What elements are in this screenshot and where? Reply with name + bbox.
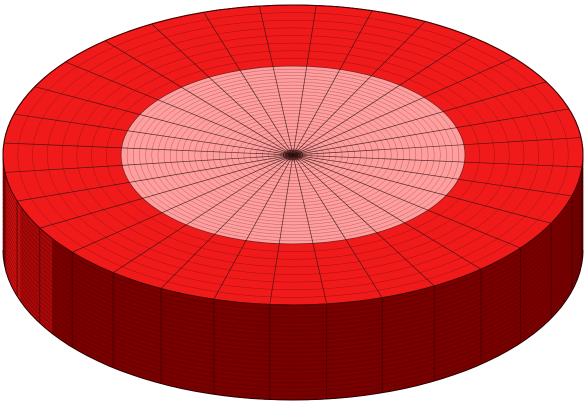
inner-region-ring	[133, 72, 453, 238]
radial-spoke-line	[292, 21, 426, 156]
radial-spoke-line	[292, 137, 582, 156]
radial-spoke-line	[292, 154, 383, 298]
radial-spoke-line	[151, 23, 294, 156]
outer-ring-subdivision	[76, 42, 510, 268]
inner-region-ring	[243, 129, 343, 181]
inner-region-ring	[139, 75, 447, 235]
inner-region-ring	[274, 145, 312, 165]
center-hub	[2, 4, 584, 306]
radial-spoke-line	[292, 81, 547, 156]
radial-spoke-line	[65, 61, 294, 156]
radial-spoke-line	[292, 154, 328, 305]
radial-spoke-line	[13, 113, 294, 156]
side-layer-line	[2, 211, 584, 362]
inner-region-ring	[206, 110, 380, 200]
outer-ring-subdivision	[17, 12, 569, 298]
inner-region-ring	[163, 88, 423, 222]
radial-spoke-line	[292, 57, 514, 156]
inner-region-ring	[268, 142, 318, 168]
hub-ring	[286, 151, 300, 159]
side-layer-line	[2, 245, 584, 396]
outer-ring-subdivision	[32, 20, 554, 290]
radial-spoke-line	[292, 37, 474, 156]
radial-spoke-line	[17, 154, 294, 202]
radial-spoke-line	[292, 154, 573, 197]
radial-spoke-line	[292, 154, 435, 287]
radial-mesh-lines	[3, 5, 583, 305]
top-outer-edge	[2, 4, 584, 306]
side-layer-line	[2, 215, 584, 366]
radial-spoke-line	[203, 12, 294, 156]
inner-region-ring	[182, 97, 404, 213]
hub-ring	[287, 152, 299, 158]
outer-ring-subdivision	[47, 27, 539, 283]
radial-spoke-line	[292, 108, 569, 156]
side-layer-line	[2, 236, 584, 388]
side-layer-line	[2, 206, 584, 358]
side-layer-line	[2, 219, 584, 371]
inner-region-ring	[225, 119, 361, 191]
outer-ring-subdivision	[91, 50, 495, 260]
radial-spoke-line	[39, 154, 294, 229]
inner-region-ring	[237, 126, 349, 184]
radial-spoke-line	[292, 10, 373, 156]
radial-spoke-line	[4, 154, 294, 173]
inner-region-ring	[157, 84, 429, 226]
side-layer-line	[2, 193, 584, 345]
radial-spoke-line	[258, 5, 294, 156]
radial-spoke-line	[292, 154, 552, 224]
inner-region-ring	[280, 148, 306, 162]
radial-spoke-line	[112, 154, 294, 273]
inner-region-ring	[212, 113, 374, 197]
side-layer-line	[2, 202, 584, 353]
side-layer-line	[2, 185, 584, 336]
hub-ring	[284, 150, 302, 160]
side-layer-line	[2, 228, 584, 379]
side-layer-line	[2, 167, 584, 319]
hub-ring	[291, 153, 295, 157]
side-layer-line	[2, 232, 584, 383]
inner-region-ring	[151, 81, 435, 229]
hub-ring	[283, 149, 303, 161]
inner-region-ring	[255, 135, 331, 175]
radial-spoke-line	[34, 86, 294, 156]
inner-region-ring	[219, 116, 367, 194]
radial-spoke-line	[292, 154, 482, 270]
radial-spoke-line	[269, 154, 294, 305]
side-layer-line	[2, 163, 584, 314]
inner-region-ring	[194, 103, 392, 207]
inner-region-ring	[145, 78, 441, 232]
radial-spoke-line	[292, 154, 521, 249]
side-layer-line	[2, 224, 584, 375]
outer-ring-subdivision	[106, 58, 480, 252]
inner-region-ring	[126, 68, 460, 242]
radial-spoke-line	[292, 5, 317, 156]
side-layer-line	[2, 189, 584, 340]
side-bottom-edge	[2, 249, 584, 401]
side-layer-line	[2, 176, 584, 327]
radial-spoke-line	[104, 40, 294, 156]
inner-region-ring	[231, 122, 355, 188]
radial-spoke-line	[213, 154, 294, 300]
inner-region-ring	[262, 138, 324, 172]
inner-region-ring	[200, 107, 386, 203]
radial-spoke-line	[72, 154, 294, 253]
hub-ring	[289, 153, 297, 158]
radial-spoke-line	[292, 154, 583, 168]
inner-region-ring	[188, 100, 398, 210]
inner-region-ring	[249, 132, 337, 178]
side-layer-line	[2, 198, 584, 349]
side-layer-line	[2, 180, 584, 332]
inner-region-ring	[176, 94, 410, 216]
side-layer-line	[2, 241, 584, 392]
inner-region-ring	[169, 91, 417, 219]
outer-ring-subdivision	[61, 35, 525, 275]
radial-spoke-line	[3, 142, 294, 156]
side-layer-line	[2, 172, 584, 323]
side-layer-line	[2, 159, 584, 310]
radial-spoke-line	[160, 154, 294, 289]
